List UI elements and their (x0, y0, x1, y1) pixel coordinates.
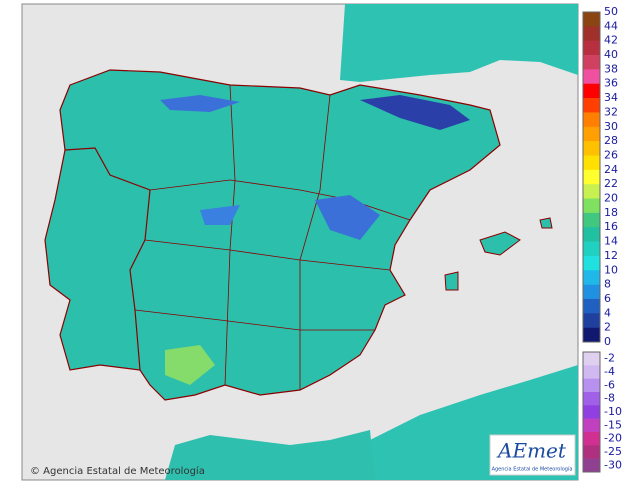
legend-label: 22 (604, 177, 618, 190)
warm-area-guadalquivir (165, 345, 215, 385)
legend-label: 50 (604, 5, 618, 18)
legend-swatch (583, 184, 600, 199)
legend-label: -6 (604, 378, 615, 391)
legend-outline (582, 11, 601, 343)
legend-swatch (583, 141, 600, 156)
legend-swatch (583, 405, 600, 419)
legend-swatch (583, 212, 600, 228)
legend-label: -15 (604, 418, 622, 431)
legend-swatch (583, 12, 600, 27)
province-borders (134, 84, 411, 390)
legend-swatch (583, 55, 600, 70)
legend-label: 28 (604, 134, 618, 147)
legend-label: 4 (604, 306, 611, 319)
legend-label: -10 (604, 405, 622, 418)
legend-label: 10 (604, 263, 618, 276)
iberia-land (44, 69, 501, 401)
legend-label: 34 (604, 91, 618, 104)
legend-swatch (583, 313, 600, 328)
legend-outline (582, 351, 601, 473)
logo-name: AEmet (496, 439, 567, 463)
legend-label: 16 (604, 220, 618, 233)
legend-swatch (583, 432, 600, 446)
legend-swatch (583, 327, 600, 343)
legend-label: 30 (604, 120, 618, 133)
legend-label: 18 (604, 206, 618, 219)
legend-label: 8 (604, 278, 611, 291)
logo-box (489, 434, 576, 476)
legend-label: 0 (604, 335, 611, 348)
legend-label: 38 (604, 62, 618, 75)
copyright: © Agencia Estatal de Meteorología (30, 465, 205, 477)
legend-label: -20 (604, 432, 622, 445)
logo-subtitle: Agencia Estatal de Meteorología (492, 466, 573, 473)
legend-label: 24 (604, 163, 618, 176)
legend-swatch (583, 284, 600, 300)
legend-label: -25 (604, 445, 622, 458)
legend-swatch (583, 298, 600, 314)
legend-swatch (583, 392, 600, 406)
legend-swatch (583, 169, 600, 185)
legend-swatch (583, 241, 600, 257)
cold-area-cantabria (160, 95, 240, 112)
legend-swatch (583, 98, 600, 113)
cold-area-iberic (315, 195, 380, 240)
legend-label: 32 (604, 105, 618, 118)
balearic-islands (444, 217, 553, 291)
north-africa-west (165, 430, 375, 480)
legend-swatch (583, 198, 600, 214)
legend-label: -8 (604, 392, 615, 405)
legend-swatch (583, 378, 600, 393)
legend-swatch (583, 40, 600, 56)
cold-area-pyrenees (360, 95, 470, 130)
legend-swatch (583, 458, 600, 473)
legend-swatch (583, 69, 600, 85)
legend-label: 40 (604, 48, 618, 61)
cold-area-central (200, 205, 240, 225)
legend-swatch (583, 83, 600, 99)
legend-swatch (583, 270, 600, 285)
legend-label: 36 (604, 77, 618, 90)
legend-label: 42 (604, 34, 618, 47)
legend-label: 26 (604, 148, 618, 161)
legend-swatch (583, 418, 600, 433)
legend-swatch (583, 26, 600, 41)
legend-swatch (583, 365, 600, 379)
france-land (340, 4, 578, 82)
legend-swatch (583, 255, 600, 271)
portugal-border (64, 147, 151, 371)
legend-swatch (583, 352, 600, 366)
legend-swatch (583, 155, 600, 171)
legend-label: -30 (604, 458, 622, 471)
legend-label: 14 (604, 235, 618, 248)
legend-label: 44 (604, 19, 618, 32)
legend-label: 12 (604, 249, 618, 262)
legend-label: 20 (604, 192, 618, 205)
legend-swatch (583, 227, 600, 242)
legend-label: 2 (604, 321, 611, 334)
legend-label: -2 (604, 352, 615, 365)
legend-swatch (583, 445, 600, 459)
legend-label: 6 (604, 292, 611, 305)
legend-swatch (583, 126, 600, 142)
legend-swatch (583, 112, 600, 128)
legend-label: -4 (604, 365, 615, 378)
